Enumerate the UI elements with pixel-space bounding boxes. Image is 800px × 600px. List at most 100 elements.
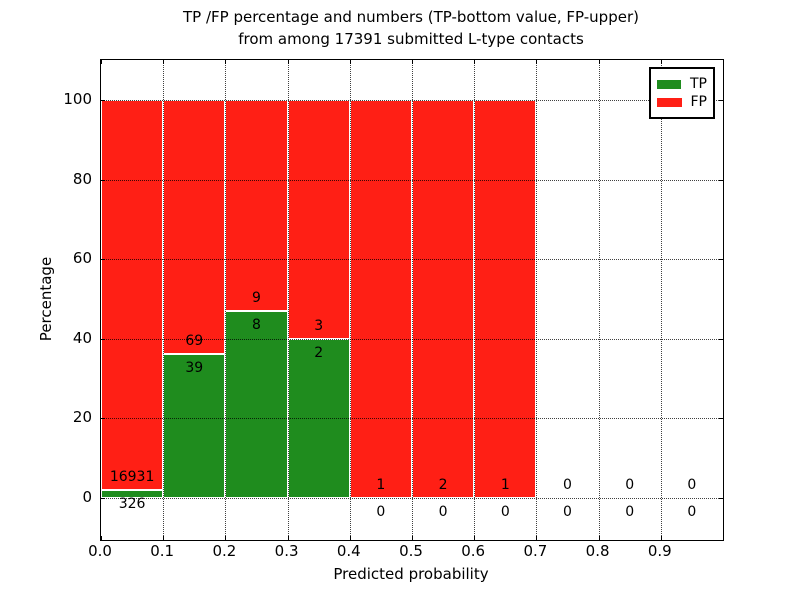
fp-count-label: 69 bbox=[185, 333, 204, 350]
y-tick-mark bbox=[719, 498, 723, 499]
horizontal-gridline bbox=[101, 179, 723, 181]
x-tick-label: 0.2 bbox=[212, 542, 237, 560]
horizontal-gridline bbox=[101, 338, 723, 340]
x-tick-label: 0.6 bbox=[461, 542, 486, 560]
vertical-gridline bbox=[412, 60, 413, 540]
plot-area: 16931 326 69 39 9 8 3 2 1 0 2 0 1 0 0 0 0 0 0 0 TP FP bbox=[100, 59, 724, 541]
x-tick-label: 0.0 bbox=[88, 542, 112, 560]
tp-count-label: 0 bbox=[376, 504, 386, 520]
x-tick-mark bbox=[412, 536, 413, 540]
y-tick-mark bbox=[719, 100, 723, 101]
bar-fp-segment bbox=[287, 100, 350, 339]
legend-swatch-tp-icon bbox=[657, 79, 681, 89]
fp-count-label: 3 bbox=[314, 317, 324, 334]
chart-title-line2: from among 17391 submitted L-type contac… bbox=[238, 30, 584, 48]
bar-fp-segment bbox=[101, 100, 164, 491]
vertical-gridline bbox=[287, 60, 289, 540]
y-tick-label: 80 bbox=[72, 169, 92, 188]
vertical-gridline bbox=[598, 60, 600, 540]
x-tick-mark bbox=[660, 60, 662, 64]
fp-count-label: 2 bbox=[438, 477, 448, 493]
x-tick-mark bbox=[163, 60, 165, 64]
vertical-gridline bbox=[225, 60, 227, 540]
legend-label-fp: FP bbox=[690, 94, 708, 110]
horizontal-gridline bbox=[101, 100, 723, 101]
legend-label-tp: TP bbox=[690, 76, 707, 92]
chart-title: TP /FP percentage and numbers (TP-bottom… bbox=[100, 6, 722, 50]
fp-count-label: 0 bbox=[625, 477, 635, 493]
x-tick-mark bbox=[225, 536, 227, 540]
chart-title-line1: TP /FP percentage and numbers (TP-bottom… bbox=[183, 8, 639, 26]
fp-count-label: 0 bbox=[563, 477, 572, 493]
y-tick-mark bbox=[101, 100, 105, 101]
fp-count-label: 0 bbox=[687, 477, 697, 493]
y-tick-label: 20 bbox=[72, 408, 92, 427]
tp-count-label: 0 bbox=[500, 504, 510, 520]
x-tick-label: 0.1 bbox=[150, 542, 175, 560]
y-tick-mark bbox=[101, 418, 105, 420]
tp-count-label: 0 bbox=[687, 504, 697, 520]
legend: TP FP bbox=[649, 67, 715, 119]
y-tick-mark bbox=[101, 338, 105, 340]
x-tick-mark bbox=[287, 536, 289, 540]
x-tick-mark bbox=[225, 60, 227, 64]
y-tick-mark bbox=[719, 259, 723, 261]
bar-fp-segment bbox=[412, 100, 475, 498]
x-tick-label: 0.5 bbox=[399, 542, 423, 560]
tp-count-label: 8 bbox=[252, 316, 261, 333]
horizontal-gridline bbox=[101, 259, 723, 261]
x-tick-mark bbox=[598, 536, 600, 540]
y-tick-mark bbox=[101, 179, 105, 181]
y-tick-label: 100 bbox=[63, 90, 92, 108]
horizontal-gridline bbox=[101, 498, 723, 499]
x-tick-label: 0.7 bbox=[523, 542, 548, 560]
y-tick-mark bbox=[719, 418, 723, 420]
tp-count-label: 0 bbox=[625, 504, 635, 520]
bar-fp-segment bbox=[349, 100, 412, 498]
y-tick-label: 0 bbox=[82, 488, 92, 506]
x-tick-mark bbox=[412, 60, 413, 64]
vertical-gridline bbox=[163, 60, 165, 540]
y-axis-label: Percentage bbox=[37, 256, 55, 342]
vertical-gridline bbox=[660, 60, 662, 540]
x-tick-label: 0.9 bbox=[647, 542, 672, 560]
x-tick-label: 0.8 bbox=[585, 542, 610, 560]
bar-tp-segment bbox=[101, 490, 164, 498]
x-tick-mark bbox=[536, 536, 538, 540]
tp-count-label: 2 bbox=[314, 344, 324, 361]
x-tick-mark bbox=[536, 60, 538, 64]
y-tick-mark bbox=[101, 259, 105, 261]
vertical-gridline bbox=[536, 60, 538, 540]
legend-swatch-fp-icon bbox=[657, 97, 682, 107]
legend-entry-fp: FP bbox=[657, 94, 707, 110]
tp-count-label: 326 bbox=[118, 496, 146, 513]
x-tick-label: 0.4 bbox=[336, 542, 361, 560]
x-tick-mark bbox=[163, 536, 165, 540]
tp-count-label: 0 bbox=[438, 504, 448, 520]
y-tick-label: 40 bbox=[72, 328, 92, 347]
grid-layer bbox=[101, 60, 723, 540]
x-tick-mark bbox=[474, 60, 476, 64]
bar-tp-segment bbox=[163, 354, 226, 498]
x-tick-label: 0.3 bbox=[274, 542, 299, 560]
y-tick-mark bbox=[719, 338, 723, 340]
x-tick-mark bbox=[287, 60, 289, 64]
x-tick-mark bbox=[660, 536, 662, 540]
fp-count-label: 9 bbox=[252, 289, 261, 306]
bar-fp-segment bbox=[225, 100, 288, 311]
fp-count-label: 1 bbox=[376, 477, 386, 493]
vertical-gridline bbox=[349, 60, 351, 540]
horizontal-gridline bbox=[101, 418, 723, 420]
bars-layer bbox=[101, 60, 723, 540]
x-tick-mark bbox=[598, 60, 600, 64]
x-tick-mark bbox=[349, 536, 351, 540]
fp-count-label: 1 bbox=[500, 477, 510, 493]
fp-count-label: 16931 bbox=[109, 469, 155, 486]
value-labels-layer: 16931 326 69 39 9 8 3 2 1 0 2 0 1 0 0 0 0 0 0 0 bbox=[101, 60, 723, 540]
x-tick-mark bbox=[349, 60, 351, 64]
vertical-gridline bbox=[474, 60, 476, 540]
legend-entry-tp: TP bbox=[657, 76, 707, 92]
y-tick-mark bbox=[719, 179, 723, 181]
ticks-layer bbox=[101, 60, 723, 540]
